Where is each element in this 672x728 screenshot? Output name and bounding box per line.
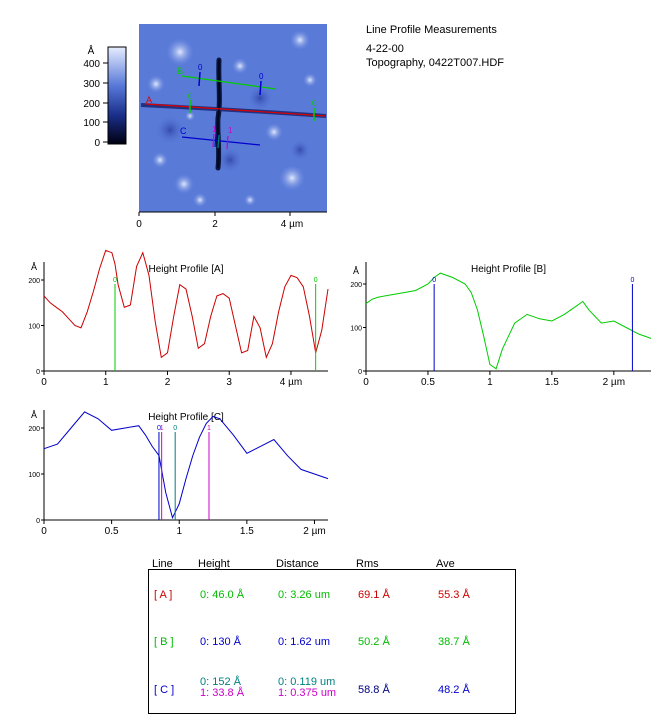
- y-tick-label: 100: [28, 472, 40, 479]
- image-x-tick-label: 4 µm: [281, 219, 303, 230]
- table-header-rms: Rms: [356, 558, 379, 570]
- x-tick-label: 1: [103, 377, 109, 388]
- y-tick-label: 200: [28, 426, 40, 433]
- x-tick-label: 0.5: [421, 377, 435, 388]
- report-file: Topography, 0422T007.HDF: [366, 57, 504, 69]
- row-c-distance: 1: 0.375 um: [278, 687, 337, 699]
- x-tick-label: 4 µm: [280, 377, 302, 388]
- y-tick-label: 100: [28, 324, 40, 331]
- y-axis-label: Å: [31, 410, 37, 420]
- profile-series-line: [365, 272, 652, 370]
- image-x-axis: 0 2 4 µm: [136, 211, 327, 230]
- profile-line-b: B 0 0: [177, 63, 277, 96]
- y-tick-label: 200: [350, 282, 362, 289]
- colorbar-unit: Å: [88, 44, 95, 57]
- row-b-rms: 50.2 Å: [358, 636, 390, 648]
- y-axis-label: Å: [353, 266, 359, 276]
- x-tick-label: 1: [487, 377, 493, 388]
- line-c-cursor-label: 1: [228, 126, 233, 135]
- chart-title: Height Profile [B]: [471, 264, 546, 275]
- x-tick-label: 1.5: [240, 526, 254, 537]
- row-c-distance: 0: 0.119 um: [278, 676, 336, 688]
- y-tick-label: 0: [358, 369, 362, 376]
- x-tick-label: 0: [41, 526, 47, 537]
- row-a-line: [ A ]: [154, 589, 173, 601]
- line-b-label: B: [177, 66, 183, 76]
- table-header-line: Line: [152, 558, 173, 570]
- cursor-label: 1: [207, 425, 211, 432]
- report-title: Line Profile Measurements: [366, 24, 497, 36]
- x-tick-label: 1: [176, 526, 182, 537]
- profile-line-c: C 1 1: [180, 125, 261, 150]
- measurements-table: [ A ] 0: 46.0 Å 0: 3.26 um 69.1 Å 55.3 Å…: [148, 569, 516, 714]
- x-tick-label: 0.5: [105, 526, 119, 537]
- x-tick-label: 3: [226, 377, 232, 388]
- profile-line-a: A 0 0: [145, 92, 327, 121]
- x-tick-label: 0: [41, 377, 47, 388]
- colorbar-tick-label: 300: [83, 79, 100, 90]
- chart-title: Height Profile [C]: [148, 412, 224, 423]
- row-c-ave: 48.2 Å: [438, 684, 470, 696]
- topography-panel: Å 400 300 200 100 0: [83, 24, 327, 230]
- table-header-ave: Ave: [436, 558, 455, 570]
- colorbar-tick-label: 100: [83, 118, 100, 129]
- image-x-tick-label: 0: [136, 219, 142, 230]
- row-a-ave: 55.3 Å: [438, 589, 470, 601]
- row-a-distance: 0: 3.26 um: [278, 589, 330, 601]
- report-date: 4-22-00: [366, 43, 404, 55]
- line-a-cursor-label: 0: [312, 99, 317, 108]
- colorbar: [107, 46, 127, 145]
- profile-series-line: [43, 411, 329, 520]
- row-b-height: 0: 130 Å: [200, 636, 241, 648]
- table-header-height: Height: [198, 558, 230, 570]
- cursor-label: 1: [160, 425, 164, 432]
- cursor-label: 0: [113, 277, 117, 284]
- y-axis-label: Å: [31, 262, 37, 272]
- image-x-tick-label: 2: [212, 219, 218, 230]
- line-a-label: A: [146, 95, 152, 105]
- profile-series-line: [43, 249, 329, 360]
- cursor-label: 0: [314, 277, 318, 284]
- colorbar-ticks: 400 300 200 100 0: [83, 59, 108, 149]
- row-c-height: 0: 152 Å: [200, 676, 241, 688]
- cursor-label: 0: [157, 425, 161, 432]
- row-c-line: [ C ]: [154, 684, 175, 696]
- x-tick-label: 2 µm: [303, 526, 325, 537]
- cursor-label: 0: [173, 425, 177, 432]
- table-header-distance: Distance: [276, 558, 319, 570]
- line-a-cursor-label: 0: [188, 92, 193, 101]
- x-tick-label: 2 µm: [603, 377, 625, 388]
- colorbar-tick-label: 0: [94, 138, 100, 149]
- chart-title: Height Profile [A]: [148, 264, 223, 275]
- colorbar-tick-label: 400: [83, 59, 100, 70]
- line-b-cursor-label: 0: [259, 72, 264, 81]
- cursor-label: 0: [630, 277, 634, 284]
- line-c-label: C: [180, 126, 187, 136]
- colorbar-tick-label: 200: [83, 99, 100, 110]
- x-tick-label: 2: [165, 377, 171, 388]
- y-tick-label: 100: [350, 326, 362, 333]
- row-a-rms: 69.1 Å: [358, 589, 390, 601]
- cursor-label: 0: [432, 277, 436, 284]
- row-b-distance: 0: 1.62 um: [278, 636, 330, 648]
- y-tick-label: 200: [28, 278, 40, 285]
- row-c-height: 1: 33.8 Å: [200, 687, 245, 699]
- row-a-height: 0: 46.0 Å: [200, 589, 245, 601]
- row-b-ave: 38.7 Å: [438, 636, 470, 648]
- x-tick-label: 1.5: [545, 377, 559, 388]
- topography-image: [139, 24, 327, 212]
- y-tick-label: 0: [36, 369, 40, 376]
- row-c-rms: 58.8 Å: [358, 684, 390, 696]
- line-c-cursor-label: 1: [212, 125, 217, 134]
- line-b-cursor-label: 0: [198, 63, 203, 72]
- row-b-line: [ B ]: [154, 636, 174, 648]
- y-tick-label: 0: [36, 518, 40, 525]
- x-tick-label: 0: [363, 377, 369, 388]
